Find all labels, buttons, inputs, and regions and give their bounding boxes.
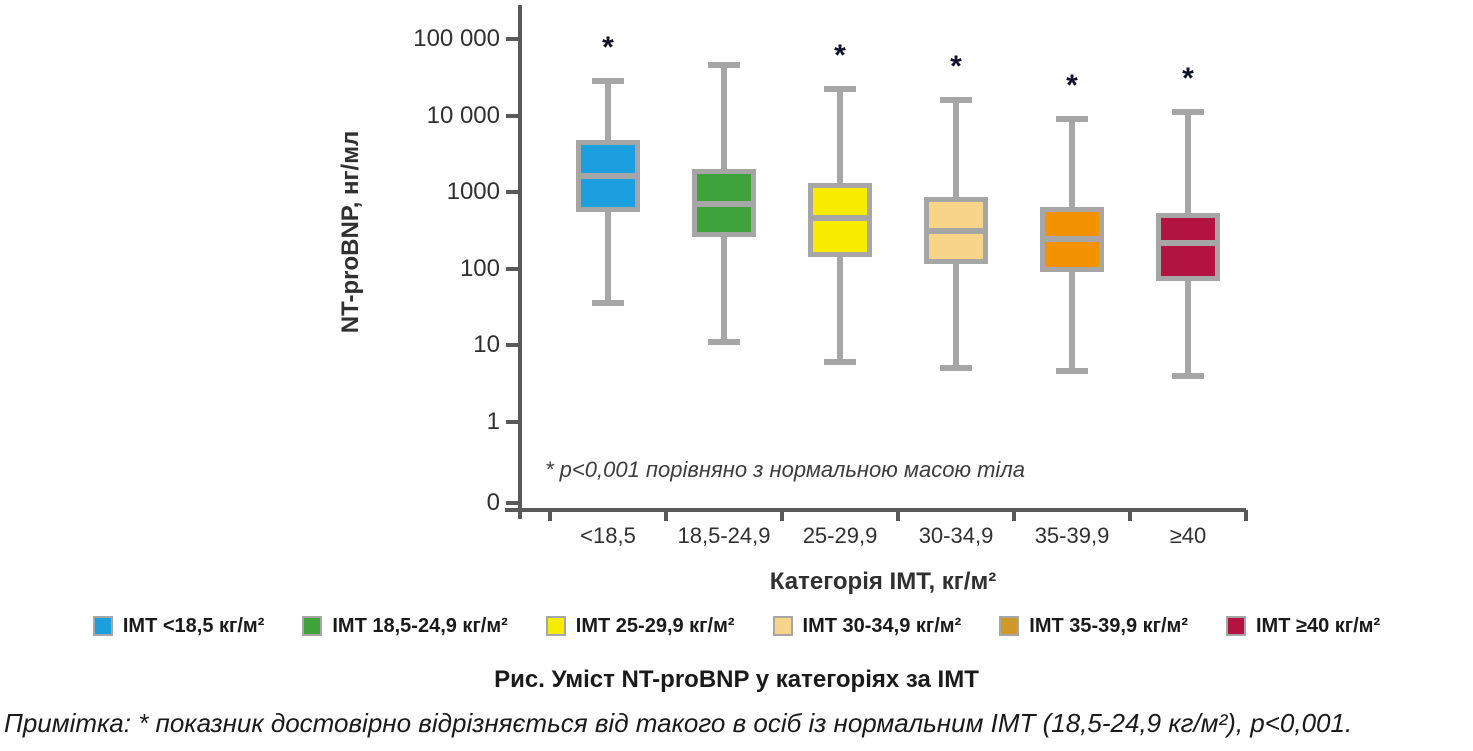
whisker-cap-top bbox=[1172, 109, 1204, 116]
x-tick-label: 35-39,9 bbox=[1034, 523, 1110, 548]
whisker-cap-top bbox=[592, 78, 624, 85]
significance-asterisk: * bbox=[950, 49, 962, 83]
x-axis-line bbox=[505, 508, 1246, 512]
legend-item: ІМТ <18,5 кг/м² bbox=[92, 614, 265, 638]
x-tick-label: ≥40 bbox=[1169, 523, 1207, 548]
median-line bbox=[1156, 240, 1220, 247]
y-tick-label: 100 bbox=[459, 254, 500, 282]
y-axis-title: NT-proBNP, нг/мл bbox=[337, 130, 364, 334]
x-tick-label: 18,5-24,9 bbox=[677, 523, 771, 548]
legend-marker bbox=[999, 616, 1020, 636]
y-tick-label: 1 bbox=[486, 407, 500, 435]
x-tick-label: <18,5 bbox=[580, 523, 636, 548]
whisker-cap-bottom bbox=[592, 300, 624, 307]
y-tick-label: 1000 bbox=[446, 178, 500, 205]
legend-item: ІМТ 25-29,9 кг/м² bbox=[545, 614, 735, 638]
x-tick-mark bbox=[1244, 510, 1248, 521]
significance-annotation: * p<0,001 порівняно з нормальною масою т… bbox=[545, 457, 1025, 482]
figure-caption: Рис. Уміст NT-proBNP у категоріях за ІМТ bbox=[494, 666, 979, 693]
y-tick-mark bbox=[506, 343, 520, 347]
legend-item: ІМТ 18,5-24,9 кг/м² bbox=[302, 614, 508, 638]
median-line bbox=[692, 200, 756, 207]
whisker-cap-top bbox=[1056, 116, 1088, 122]
significance-asterisk: * bbox=[1182, 62, 1194, 96]
legend-marker bbox=[302, 616, 323, 636]
y-tick-mark bbox=[506, 501, 520, 505]
significance-asterisk: * bbox=[1066, 69, 1078, 102]
legend-label: ІМТ <18,5 кг/м² bbox=[122, 614, 265, 637]
x-tick-label: 30-34,9 bbox=[918, 523, 994, 548]
y-tick-label: 100 000 bbox=[413, 25, 500, 52]
legend-marker bbox=[1226, 616, 1246, 636]
whisker-cap-bottom bbox=[708, 338, 740, 345]
legend-label: ІМТ 35-39,9 кг/м² bbox=[1029, 614, 1188, 637]
legend-label: ІМТ 30-34,9 кг/м² bbox=[802, 614, 962, 637]
x-tick-mark bbox=[1012, 510, 1016, 521]
plot-area: * p<0,001 порівняно з нормальною масою т… bbox=[413, 5, 1248, 595]
whisker-cap-top bbox=[708, 61, 740, 68]
y-tick-mark bbox=[506, 190, 520, 194]
y-tick-mark bbox=[506, 419, 520, 424]
legend-marker bbox=[545, 616, 566, 636]
legend-label: ІМТ 18,5-24,9 кг/м² bbox=[332, 614, 508, 637]
legend-item: ІМТ 35-39,9 кг/м² bbox=[999, 615, 1188, 638]
significance-asterisk: * bbox=[602, 31, 614, 65]
legend-item: ІМТ ≥40 кг/м² bbox=[1226, 615, 1380, 638]
whisker-cap-bottom bbox=[1056, 367, 1088, 374]
legend-marker bbox=[92, 616, 113, 636]
x-tick-mark bbox=[1128, 510, 1132, 521]
median-line bbox=[808, 214, 872, 221]
whisker-cap-bottom bbox=[1172, 373, 1204, 380]
y-tick-label: 0 bbox=[486, 489, 500, 516]
x-tick-mark bbox=[664, 510, 668, 521]
y-tick-label: 10 000 bbox=[426, 101, 500, 129]
legend-marker bbox=[772, 616, 793, 636]
x-tick-mark bbox=[896, 510, 900, 521]
legend-label: ІМТ ≥40 кг/м² bbox=[1256, 614, 1381, 637]
legend-item: ІМТ 30-34,9 кг/м² bbox=[772, 614, 962, 638]
significance-asterisk: * bbox=[834, 39, 846, 73]
median-line bbox=[576, 173, 640, 180]
median-line bbox=[924, 227, 988, 234]
legend: ІМТ <18,5 кг/м² ІМТ 18,5-24,9 кг/м² ІМТ 25… bbox=[0, 606, 1473, 646]
legend-label: ІМТ 25-29,9 кг/м² bbox=[575, 614, 735, 637]
y-tick-mark bbox=[506, 113, 520, 118]
x-tick-mark bbox=[780, 510, 784, 521]
y-axis-line bbox=[518, 5, 522, 519]
whisker-cap-top bbox=[824, 86, 856, 93]
x-axis-title: Категорія ІМТ, кг/м² bbox=[769, 568, 997, 595]
median-line bbox=[1040, 236, 1104, 243]
y-tick-mark bbox=[506, 266, 520, 271]
x-tick-label: 25-29,9 bbox=[802, 523, 878, 548]
y-tick-label: 10 bbox=[473, 331, 500, 358]
box bbox=[1156, 213, 1220, 282]
x-tick-mark bbox=[548, 510, 552, 521]
whisker-cap-bottom bbox=[824, 358, 856, 365]
whisker-cap-bottom bbox=[940, 365, 972, 372]
y-tick-mark bbox=[506, 37, 520, 41]
whisker-cap-top bbox=[940, 96, 972, 103]
figure-footnote: Примітка: * показник достовірно відрізня… bbox=[4, 708, 1353, 738]
